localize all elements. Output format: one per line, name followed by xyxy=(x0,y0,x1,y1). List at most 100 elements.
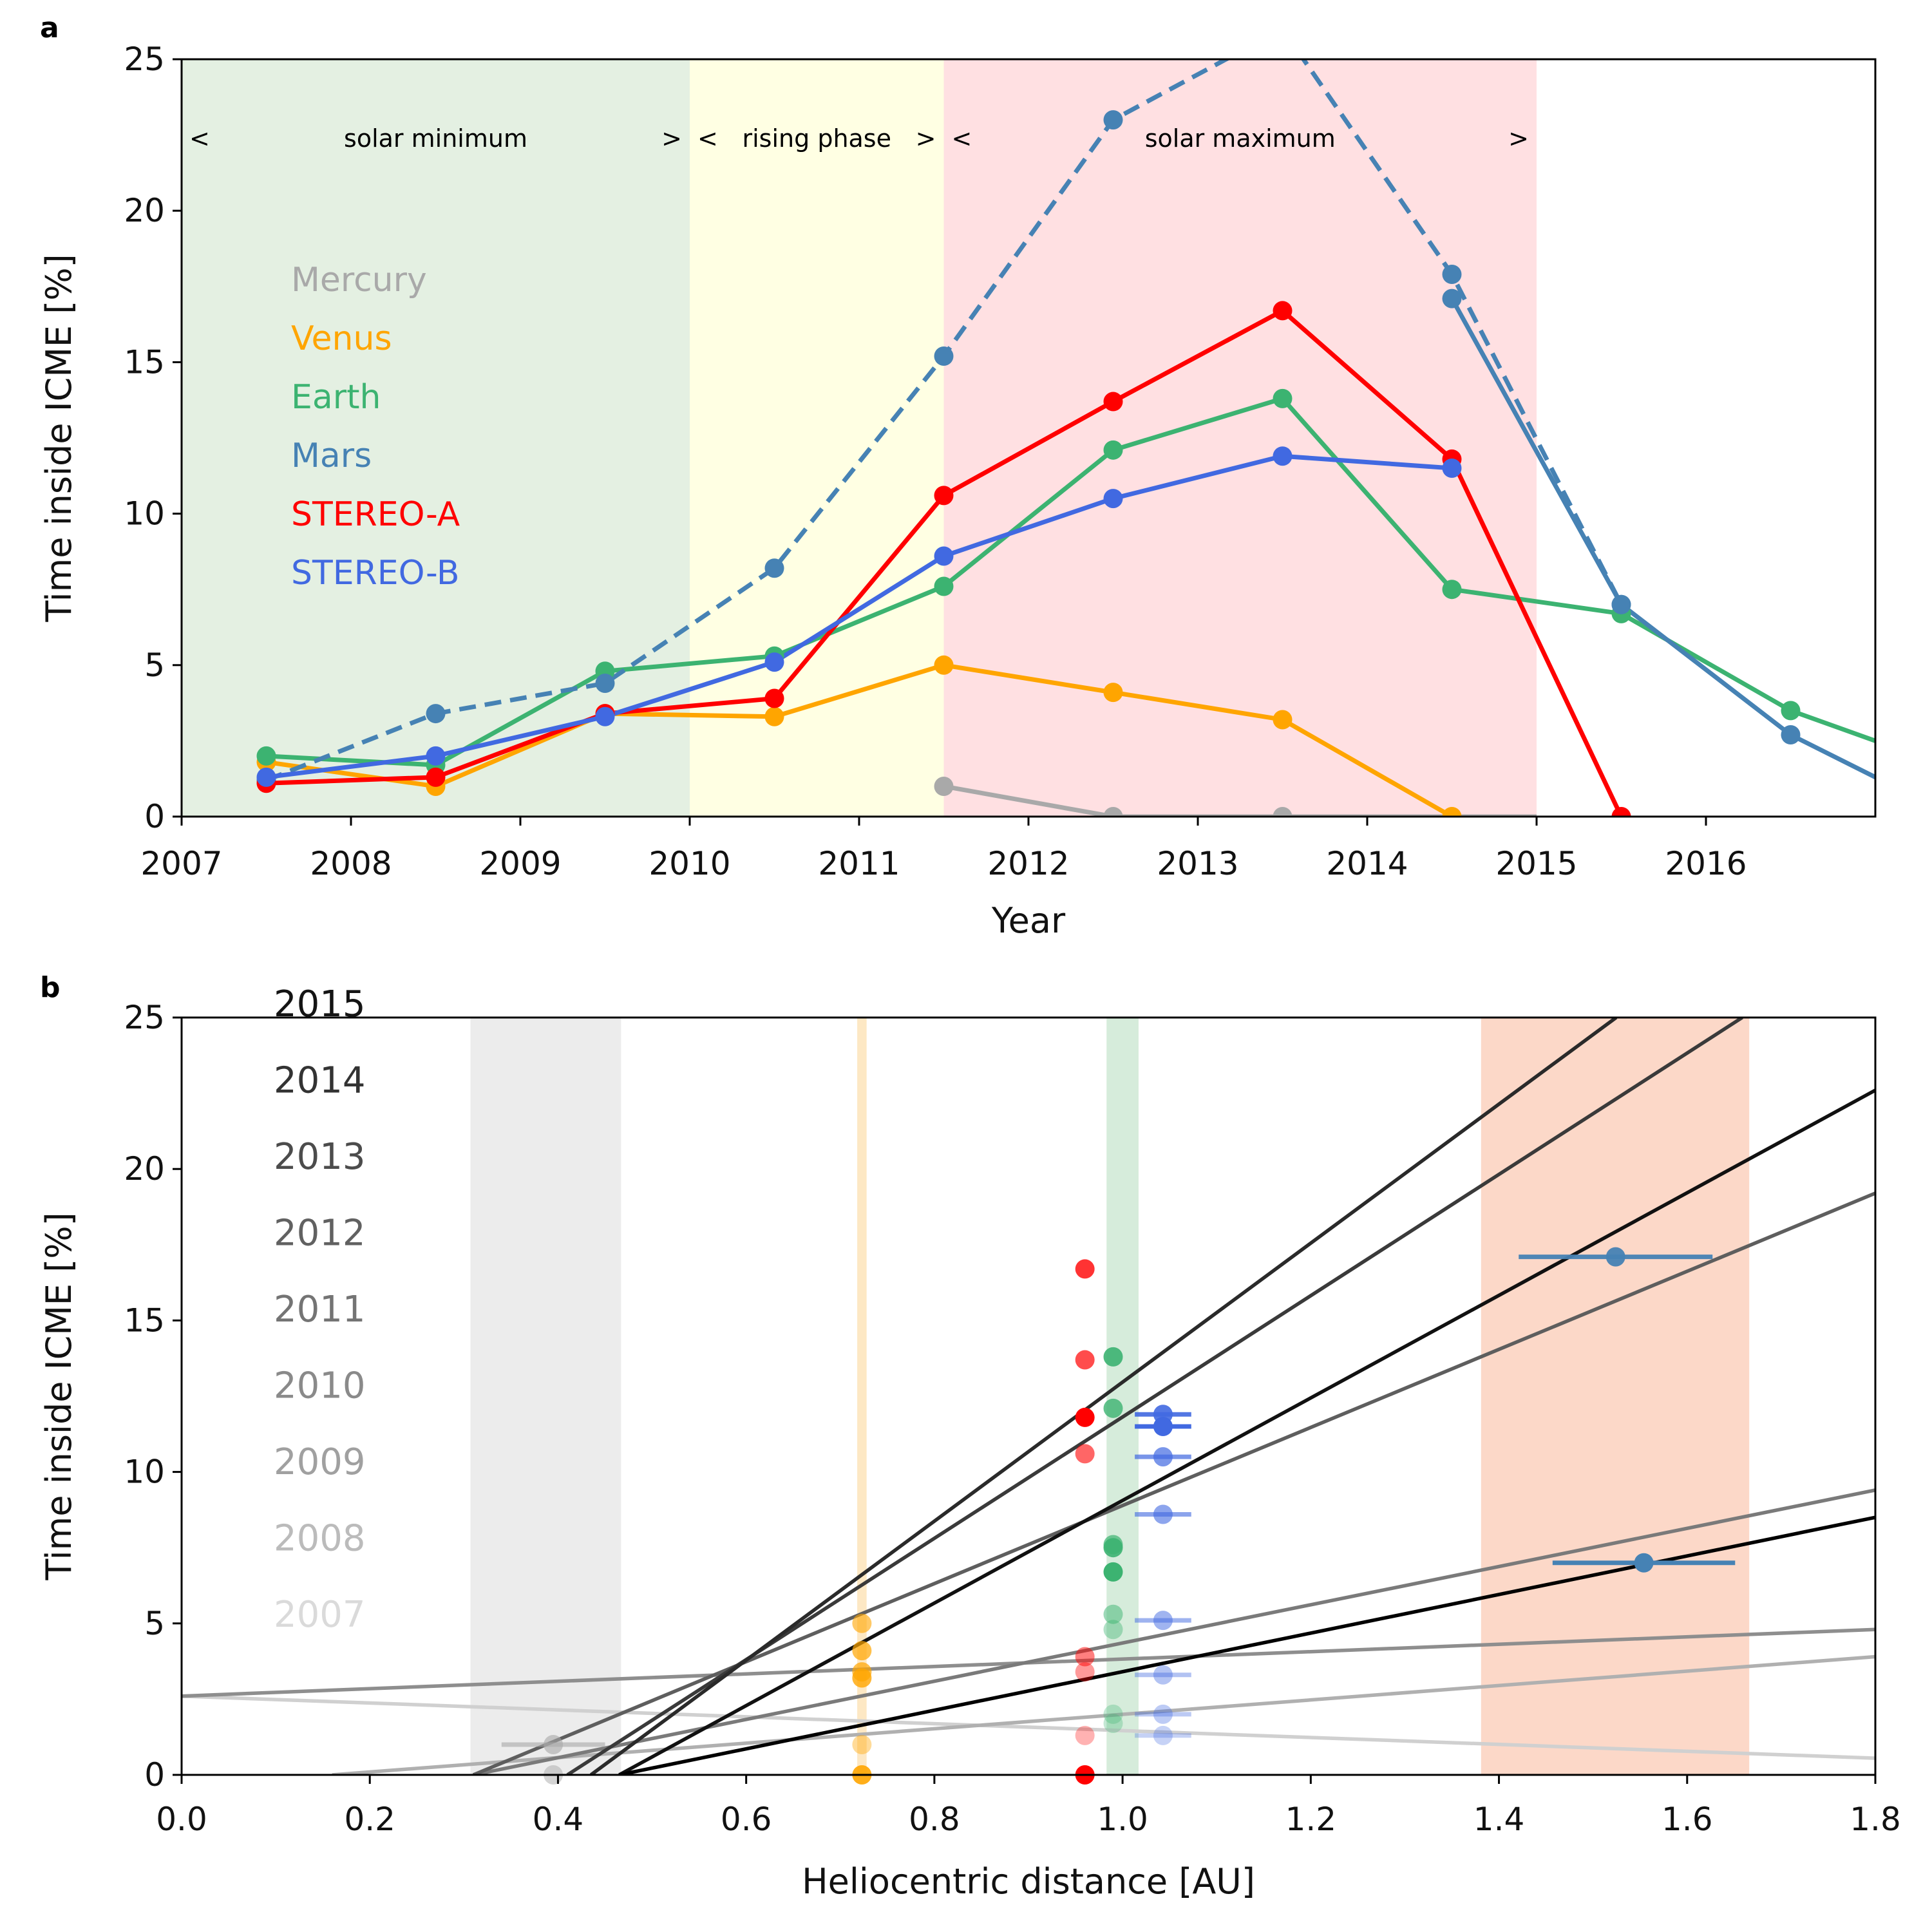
y-tick-label: 10 xyxy=(124,1454,165,1491)
panel-a-series xyxy=(256,59,1875,817)
data-point xyxy=(1611,807,1631,817)
legend-entry: Mercury xyxy=(291,261,427,299)
data-point xyxy=(1153,1417,1173,1437)
data-point xyxy=(1273,388,1293,408)
data-point xyxy=(1153,1725,1173,1745)
data-point xyxy=(1153,1611,1173,1631)
x-tick-label: 2009 xyxy=(479,845,561,882)
data-point xyxy=(1273,301,1293,321)
data-point xyxy=(1273,807,1293,817)
orbit-ranges xyxy=(470,1018,1750,1775)
panel-b-frame xyxy=(180,1016,1877,1776)
panel-b-x-label: Heliocentric distance [AU] xyxy=(802,1861,1255,1902)
x-tick-label: 1.4 xyxy=(1473,1801,1525,1838)
y-tick-label: 0 xyxy=(144,798,165,835)
fit-line xyxy=(589,1018,1618,1775)
phase-right-marker: > xyxy=(661,124,682,153)
data-point xyxy=(1103,683,1123,703)
data-point xyxy=(1075,1662,1095,1682)
x-tick-label: 2008 xyxy=(310,845,392,882)
x-tick-label: 2011 xyxy=(818,845,900,882)
data-point xyxy=(1153,1447,1173,1467)
x-tick-label: 1.2 xyxy=(1285,1801,1337,1838)
data-point xyxy=(1273,446,1293,466)
fit-line xyxy=(618,1515,1875,1775)
year-legend-entry: 2015 xyxy=(274,983,366,1025)
fit-line xyxy=(618,1088,1875,1775)
phase-label: solar minimum xyxy=(344,124,527,153)
panel-a-legend: Mercury Venus Earth Mars STEREO-A STEREO-B xyxy=(291,261,460,592)
panel-a: a < solar minimum > < rising phase > < solar ma… xyxy=(39,12,1877,941)
year-legend-entry: 2011 xyxy=(274,1289,366,1331)
x-tick-label: 1.6 xyxy=(1662,1801,1713,1838)
data-point xyxy=(1634,1553,1654,1573)
data-point xyxy=(1273,710,1293,730)
y-tick-label: 10 xyxy=(124,495,165,533)
series-line xyxy=(266,453,1452,780)
data-point xyxy=(934,576,954,596)
x-tick-label: 2016 xyxy=(1665,845,1747,882)
data-point xyxy=(1103,1538,1123,1558)
series-line xyxy=(266,663,1454,817)
panel-b-y-ticks: 0 5 10 15 20 25 xyxy=(124,999,182,1794)
data-point xyxy=(544,1734,564,1754)
data-point xyxy=(1075,1647,1095,1667)
series-line xyxy=(1450,297,1875,779)
y-tick-label: 5 xyxy=(144,1605,165,1642)
x-tick-label: 1.0 xyxy=(1097,1801,1148,1838)
x-tick-label: 2007 xyxy=(140,845,222,882)
panel-a-y-ticks: 0 5 10 15 20 25 xyxy=(124,41,182,835)
year-legend-entry: 2007 xyxy=(274,1594,366,1636)
year-legend-entry: 2012 xyxy=(274,1213,366,1255)
data-point xyxy=(934,486,954,506)
panel-a-y-label: Time inside ICME [%] xyxy=(39,254,79,622)
orbit-range-band xyxy=(1106,1018,1139,1775)
data-point xyxy=(1075,1725,1095,1745)
year-legend: 2015 2014 2013 2012 2011 2010 2009 2008 2007 xyxy=(274,983,366,1636)
data-point xyxy=(1103,1620,1123,1640)
data-point xyxy=(1611,594,1631,614)
data-point xyxy=(1103,110,1123,130)
x-tick-label: 2013 xyxy=(1157,845,1238,882)
orbit-range-band xyxy=(857,1018,867,1775)
phase-band xyxy=(182,59,690,817)
phase-label: rising phase xyxy=(743,124,892,153)
panel-a-letter: a xyxy=(40,12,59,44)
data-point xyxy=(1103,1347,1123,1367)
fit-line xyxy=(472,1191,1875,1775)
x-tick-label: 2014 xyxy=(1326,845,1408,882)
data-point xyxy=(1153,1704,1173,1724)
panel-b-letter: b xyxy=(40,971,61,1004)
legend-entry: STEREO-B xyxy=(291,554,460,592)
orbit-range-band xyxy=(1481,1018,1750,1775)
data-point xyxy=(1103,440,1123,460)
data-point xyxy=(1103,1562,1123,1582)
data-point xyxy=(764,688,784,708)
data-point xyxy=(764,706,784,726)
phase-right-marker: > xyxy=(1508,124,1529,153)
data-point xyxy=(1605,1247,1625,1267)
data-point xyxy=(1781,724,1801,744)
panel-b-y-label: Time inside ICME [%] xyxy=(39,1212,79,1580)
phase-left-marker: < xyxy=(189,124,210,153)
y-tick-label: 0 xyxy=(144,1756,165,1794)
data-point xyxy=(852,1613,872,1633)
panel-b: b 0.0 0.2 0.4 0.6 0.8 1.0 1.2 1.4 1.6 1.8 0 5 10 15 2… xyxy=(39,971,1901,1902)
year-legend-entry: 2013 xyxy=(274,1136,366,1178)
data-point xyxy=(1075,1350,1095,1370)
data-point xyxy=(1153,1665,1173,1685)
data-point xyxy=(852,1641,872,1661)
y-tick-label: 5 xyxy=(144,647,165,684)
data-point xyxy=(1103,807,1123,817)
y-tick-label: 15 xyxy=(124,1302,165,1339)
year-legend-entry: 2010 xyxy=(274,1365,366,1407)
data-point xyxy=(1442,264,1462,284)
phase-label: solar maximum xyxy=(1145,124,1336,153)
data-point xyxy=(595,674,615,694)
data-point xyxy=(1075,1407,1095,1427)
x-tick-label: 0.8 xyxy=(909,1801,960,1838)
phase-left-marker: < xyxy=(952,124,972,153)
data-point xyxy=(1442,289,1462,308)
data-point xyxy=(426,704,446,724)
